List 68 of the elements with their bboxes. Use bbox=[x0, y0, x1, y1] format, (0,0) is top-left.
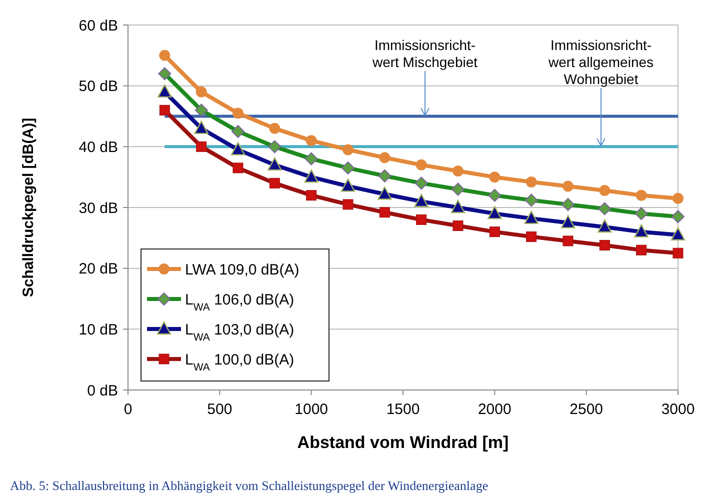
x-tick-label: 1000 bbox=[294, 401, 328, 418]
point bbox=[194, 120, 208, 134]
x-tick-label: 2500 bbox=[570, 401, 604, 418]
point bbox=[562, 236, 574, 246]
point bbox=[489, 226, 500, 238]
annotation: Immissionsricht- wert allgemeines Wohngebiet bbox=[547, 37, 654, 87]
point bbox=[159, 104, 170, 116]
point bbox=[230, 142, 246, 156]
point bbox=[452, 166, 464, 176]
point bbox=[342, 144, 354, 156]
point bbox=[598, 219, 612, 233]
point bbox=[672, 192, 684, 204]
point bbox=[450, 200, 466, 214]
point bbox=[306, 190, 317, 201]
y-axis-title: Schalldruckpegel [dB(A)] bbox=[20, 118, 37, 298]
caption: Abb. 5: Schallausbreitung in Abhängigkeit vom Schalleistungspegel der Windenergieanlage bbox=[10, 478, 488, 493]
y-tick-label: 50 dB bbox=[78, 78, 118, 96]
point bbox=[526, 176, 537, 188]
point bbox=[269, 178, 280, 188]
legend-label: L$_{WA}$ 106,0 dB(A) bbox=[185, 291, 294, 314]
point bbox=[599, 240, 610, 250]
point bbox=[159, 50, 170, 61]
x-tick-label: 1500 bbox=[386, 401, 420, 418]
point bbox=[488, 206, 502, 220]
legend-label: L$_{WA}$ 100,0 dB(A) bbox=[185, 351, 294, 374]
x-axis-title: Abstand vom Windrad [m] bbox=[297, 433, 509, 452]
point bbox=[379, 152, 390, 164]
annotation: Immissionsricht- wert Mischgebiet bbox=[371, 37, 478, 70]
point bbox=[634, 224, 648, 238]
point bbox=[269, 122, 280, 134]
point bbox=[526, 231, 537, 242]
point bbox=[452, 220, 464, 231]
legend-label: L$_{WA}$ 103,0 dB(A) bbox=[185, 321, 294, 344]
point bbox=[562, 180, 574, 192]
point bbox=[599, 184, 610, 196]
point bbox=[304, 169, 318, 183]
y-tick-label: 40 dB bbox=[78, 138, 118, 156]
x-tick-label: 3000 bbox=[661, 401, 695, 418]
point bbox=[340, 178, 356, 192]
y-tick-label: 30 dB bbox=[78, 200, 118, 217]
point bbox=[524, 210, 538, 224]
x-tick-label: 500 bbox=[207, 401, 232, 418]
point bbox=[416, 214, 427, 225]
point bbox=[232, 108, 244, 119]
point bbox=[268, 157, 282, 171]
point bbox=[232, 162, 244, 174]
point bbox=[158, 84, 172, 98]
point bbox=[342, 199, 354, 210]
point bbox=[414, 194, 428, 208]
y-tick-label: 10 dB bbox=[78, 321, 118, 338]
point bbox=[378, 186, 392, 200]
x-tick-label: 0 bbox=[124, 401, 132, 418]
point bbox=[416, 159, 427, 170]
point bbox=[306, 135, 317, 146]
point bbox=[196, 86, 207, 98]
point bbox=[560, 215, 576, 228]
point bbox=[196, 141, 207, 152]
legend-label: LWA 109,0 dB(A) bbox=[185, 261, 300, 278]
point bbox=[489, 172, 500, 183]
x-tick-label: 2000 bbox=[478, 401, 512, 418]
point bbox=[636, 190, 647, 201]
y-tick-label: 60 dB bbox=[78, 17, 118, 34]
point bbox=[379, 207, 390, 218]
y-tick-label: 20 dB bbox=[78, 260, 118, 278]
point bbox=[672, 248, 684, 258]
point bbox=[670, 227, 686, 240]
point bbox=[636, 244, 647, 256]
y-tick-label: 0 dB bbox=[87, 382, 118, 400]
